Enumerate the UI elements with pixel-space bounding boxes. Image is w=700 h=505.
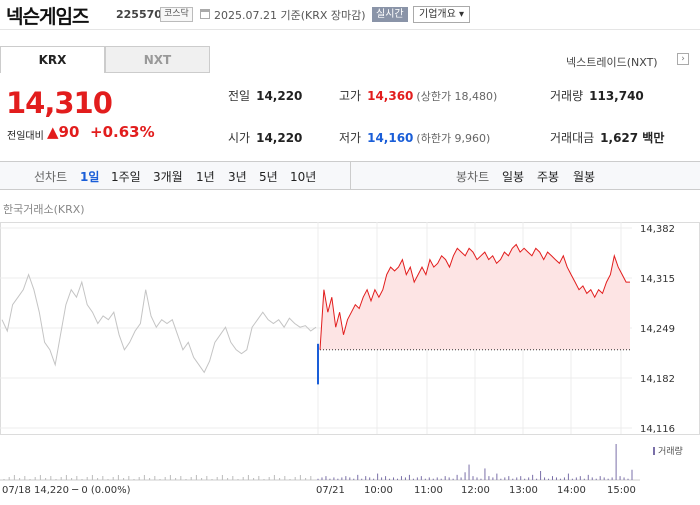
market-badge: 코스닥 [160,7,193,22]
current-price: 14,310 [6,86,113,120]
stat-prev-close: 전일 14,220 [228,87,302,104]
stat-value: 14,160 [367,131,414,145]
stat-low: 저가 14,160 (하한가 9,960) [339,129,490,146]
stat-label: 시가 [228,131,251,145]
x-tick-label: 12:00 [461,485,490,496]
quote-date: 2025.07.21 기준(KRX 장마감) [214,9,366,22]
stat-value: 1,627 백만 [600,131,665,145]
candle-weekly[interactable]: 주봉 [537,170,560,184]
change-percent: +0.63% [90,123,155,141]
change-amount: ▲90 [47,123,80,141]
divider [350,162,351,189]
stat-label: 거래량 [550,89,584,103]
stat-label: 거래대금 [550,131,595,145]
stat-value: 14,220 [256,131,303,145]
stat-label: 전일 [228,89,251,103]
stat-volume: 거래량 113,740 [550,87,644,104]
volume-legend: 거래량 [653,444,683,457]
y-tick-label: 14,249 [640,324,675,335]
company-overview-button[interactable]: 기업개요 ▾ [413,6,470,23]
upper-limit: (상한가 18,480) [416,90,498,103]
stat-value: 14,220 [256,89,303,103]
period-3y[interactable]: 3년 [228,170,247,184]
x-tick-label: 13:00 [509,485,538,496]
x-tick-label: 15:00 [607,485,636,496]
x-tick-label: 07/21 [316,485,345,496]
volume-legend-label: 거래량 [658,447,683,457]
volume-legend-swatch [653,447,655,455]
today-series [319,243,630,350]
period-3m[interactable]: 3개월 [153,170,183,184]
stat-open: 시가 14,220 [228,129,302,146]
nxt-link[interactable]: 넥스트레이드(NXT) [566,56,658,69]
stat-label: 저가 [339,131,362,145]
stock-title: 넥슨게임즈 [6,6,89,28]
stat-value: 113,740 [589,89,644,103]
stat-value: 14,360 [367,89,414,103]
lower-limit: (하한가 9,960) [416,132,491,145]
x-tick-label: 10:00 [364,485,393,496]
stock-header: 넥슨게임즈 225570 코스닥 2025.07.21 기준(KRX 장마감) … [0,0,700,30]
period-selector: 선차트 1일 1주일 3개월 1년 3년 5년 10년 봉차트 일봉 주봉 월봉 [0,161,700,190]
period-10y[interactable]: 10년 [290,170,317,184]
line-chart-label: 선차트 [34,170,68,184]
period-1w[interactable]: 1주일 [111,170,141,184]
calendar-icon [200,9,210,19]
tab-krx[interactable]: KRX [0,46,105,73]
stat-high: 고가 14,360 (상한가 18,480) [339,87,497,104]
y-tick-label: 14,182 [640,374,675,385]
chevron-right-icon[interactable]: › [677,53,689,65]
stat-label: 고가 [339,89,362,103]
stock-code: 225570 [116,8,162,21]
tab-nxt[interactable]: NXT [105,46,210,73]
exchange-label: 한국거래소(KRX) [3,203,85,216]
y-tick-label: 14,315 [640,274,675,285]
y-tick-label: 14,382 [640,224,675,235]
period-5y[interactable]: 5년 [259,170,278,184]
price-chart[interactable]: 14,382 14,315 14,249 14,182 14,116 [0,222,700,484]
candle-chart-label: 봉차트 [456,170,490,184]
stat-amount: 거래대금 1,627 백만 [550,129,664,146]
prev-day-series [1,273,317,374]
live-badge: 실시간 [372,7,408,22]
x-tick-label: 11:00 [414,485,443,496]
x-tick-label: 14:00 [557,485,586,496]
period-1y[interactable]: 1년 [196,170,215,184]
change-label: 전일대비 [7,131,44,142]
y-tick-label: 14,116 [640,424,675,435]
period-1d[interactable]: 1일 [80,170,100,184]
prev-day-label: 07/18 14,220 ─ 0 (0.00%) [2,485,131,496]
candle-daily[interactable]: 일봉 [502,170,525,184]
candle-monthly[interactable]: 월봉 [573,170,596,184]
today-area-fill [320,244,630,350]
